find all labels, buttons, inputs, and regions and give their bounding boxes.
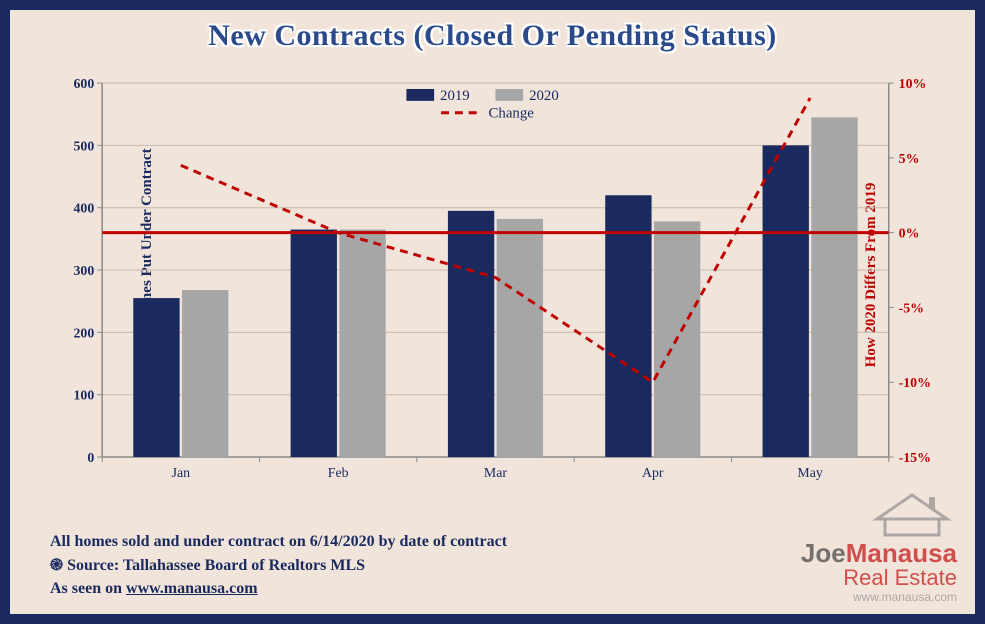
chart-frame: New Contracts (Closed Or Pending Status)… (0, 0, 985, 624)
logo-line1a: Joe (801, 538, 846, 568)
svg-text:Change: Change (489, 106, 535, 122)
svg-text:300: 300 (73, 263, 94, 278)
svg-text:-10%: -10% (899, 375, 931, 390)
svg-text:Mar: Mar (484, 465, 507, 480)
footer-line2: Source: Tallahassee Board of Realtors ML… (50, 554, 507, 577)
chart-area: Number Of Homes Put Under Contract How 2… (25, 55, 960, 495)
svg-text:100: 100 (73, 388, 94, 403)
logo-line3: www.manausa.com (801, 590, 957, 604)
footer-line3: As seen on www.manausa.com (50, 577, 507, 600)
svg-text:-5%: -5% (899, 300, 924, 315)
svg-text:2019: 2019 (440, 88, 470, 104)
svg-text:Apr: Apr (642, 465, 664, 480)
svg-text:0: 0 (87, 450, 94, 465)
svg-text:600: 600 (73, 76, 94, 91)
logo-line1b: Manausa (846, 538, 957, 568)
svg-text:5%: 5% (899, 151, 920, 166)
svg-text:400: 400 (73, 201, 94, 216)
svg-text:2020: 2020 (529, 88, 559, 104)
chart-title: New Contracts (Closed Or Pending Status) (25, 19, 960, 53)
svg-text:200: 200 (73, 325, 94, 340)
svg-text:500: 500 (73, 138, 94, 153)
svg-text:0%: 0% (899, 226, 920, 241)
house-icon (867, 491, 957, 537)
svg-text:Jan: Jan (172, 465, 191, 480)
logo-line2: Real Estate (801, 566, 957, 590)
svg-text:-15%: -15% (899, 450, 931, 465)
logo-line1: JoeManausa (801, 540, 957, 566)
brand-logo: JoeManausa Real Estate www.manausa.com (801, 491, 957, 604)
svg-text:May: May (797, 465, 822, 480)
footer-line3-prefix: As seen on (50, 580, 126, 597)
footer-link[interactable]: www.manausa.com (126, 580, 258, 597)
svg-text:Feb: Feb (328, 465, 349, 480)
footer-notes: All homes sold and under contract on 6/1… (50, 530, 507, 600)
chart-svg: 0 100 200 300 400 500 600 -15% -10% -5% 0% 5% 10% Jan… (25, 55, 960, 495)
footer-line1: All homes sold and under contract on 6/1… (50, 530, 507, 553)
svg-text:10%: 10% (899, 76, 927, 91)
